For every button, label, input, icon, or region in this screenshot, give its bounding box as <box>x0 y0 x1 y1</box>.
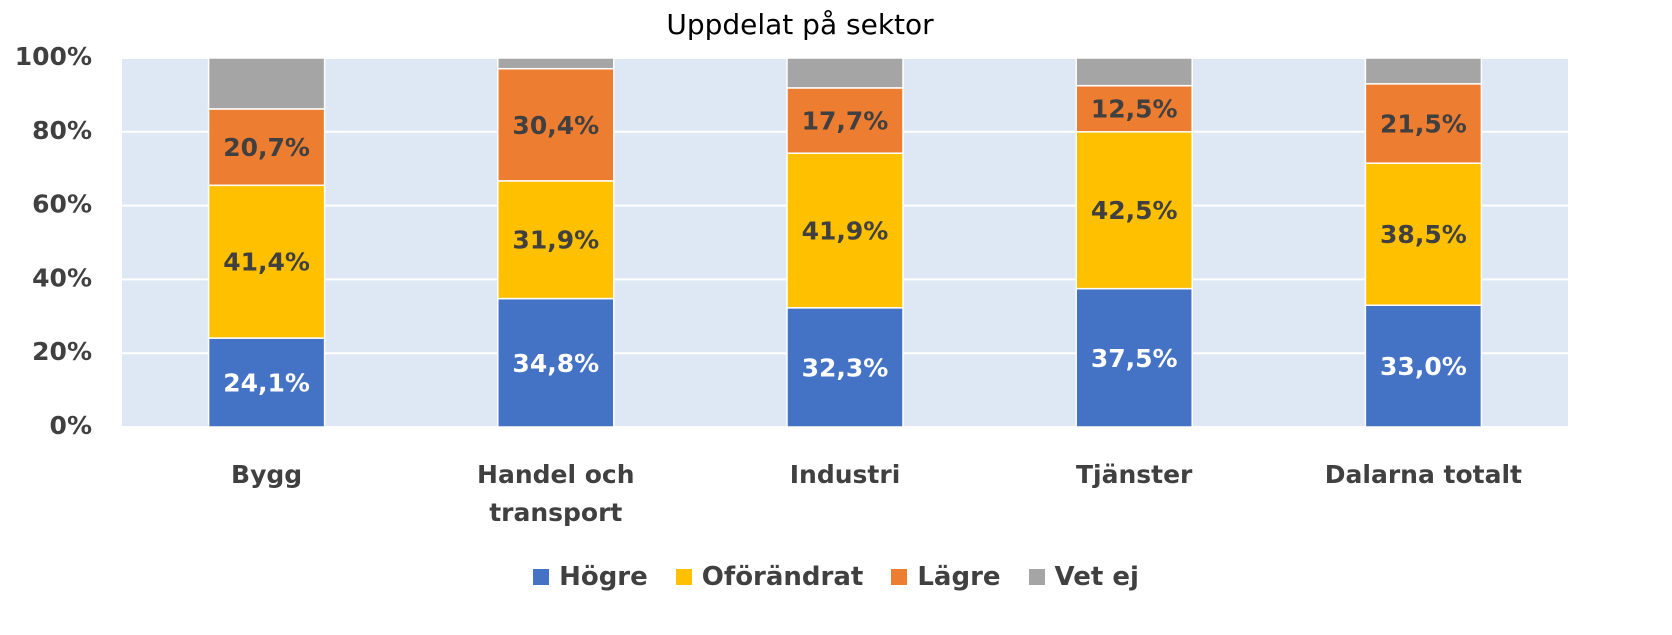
data-label: 42,5% <box>1091 196 1178 225</box>
bar-segment <box>1364 57 1483 85</box>
x-tick-label: Tjänster <box>1075 460 1193 489</box>
legend-entry: Högre <box>533 562 648 592</box>
legend-entry: Lägre <box>891 562 1001 592</box>
x-tick-label: Industri <box>789 460 901 489</box>
data-label: 21,5% <box>1380 109 1467 138</box>
bar-segment <box>1364 83 1483 164</box>
legend-swatch <box>533 569 550 585</box>
data-label: 17,7% <box>802 107 889 136</box>
legend-label: Vet ej <box>1054 562 1139 592</box>
x-tick-label: Handel och transport <box>477 460 635 527</box>
y-tick-label: 100% <box>15 42 92 71</box>
data-label: 30,4% <box>512 111 599 140</box>
bar-segment <box>1075 84 1193 133</box>
chart-title: Uppdelat på sektor <box>666 8 934 41</box>
legend-entry: Vet ej <box>1028 562 1139 592</box>
legend-entry: Oförändrat <box>675 562 864 592</box>
chart: Uppdelat på sektor 0% 20% 40% 60% 80% 100% 24,… <box>15 8 1568 440</box>
y-tick-label: 0% <box>50 411 92 440</box>
bar-segment <box>497 180 615 300</box>
y-tick-label: 80% <box>32 116 92 145</box>
y-tick-label: 20% <box>32 337 92 366</box>
data-label: 32,3% <box>802 353 889 382</box>
legend-label: Lägre <box>917 562 1001 592</box>
data-label: 12,5% <box>1091 95 1178 124</box>
data-label: 41,9% <box>802 217 889 246</box>
data-label: 38,5% <box>1380 220 1467 249</box>
legend-swatch <box>1028 569 1045 585</box>
y-tick-label: 60% <box>32 190 92 219</box>
data-label: 37,5% <box>1091 344 1178 373</box>
bar-segment <box>207 108 326 187</box>
legend: Högre Oförändrat Lägre Vet ej <box>0 562 1672 592</box>
data-label: 33,0% <box>1380 352 1467 381</box>
legend-swatch <box>675 569 692 585</box>
bar-segment <box>786 307 904 428</box>
bar-segment <box>786 152 904 309</box>
bar-segment <box>786 87 904 154</box>
bar-segment <box>1075 57 1193 87</box>
bar-segment <box>207 57 326 110</box>
bar-segment <box>1075 287 1193 428</box>
legend-label: Högre <box>559 562 648 592</box>
data-label: 34,8% <box>512 349 599 378</box>
bar-segment <box>497 67 615 182</box>
bar-segment <box>497 57 615 70</box>
bar-segment <box>786 57 904 89</box>
data-label: 31,9% <box>512 226 599 255</box>
legend-label: Oförändrat <box>701 562 864 592</box>
legend-swatch <box>891 569 908 585</box>
bar-segment <box>1364 162 1483 306</box>
bar-segment <box>207 337 326 428</box>
x-tick-label: Dalarna totalt <box>1324 460 1522 489</box>
bar-segment <box>1075 131 1193 290</box>
bar-segment <box>207 184 326 339</box>
data-label: 41,4% <box>223 248 310 277</box>
data-label: 20,7% <box>223 133 310 162</box>
bar-segment <box>1364 304 1483 428</box>
data-label: 24,1% <box>223 369 310 398</box>
x-tick-label: Bygg <box>231 460 303 489</box>
y-tick-label: 40% <box>32 263 92 292</box>
